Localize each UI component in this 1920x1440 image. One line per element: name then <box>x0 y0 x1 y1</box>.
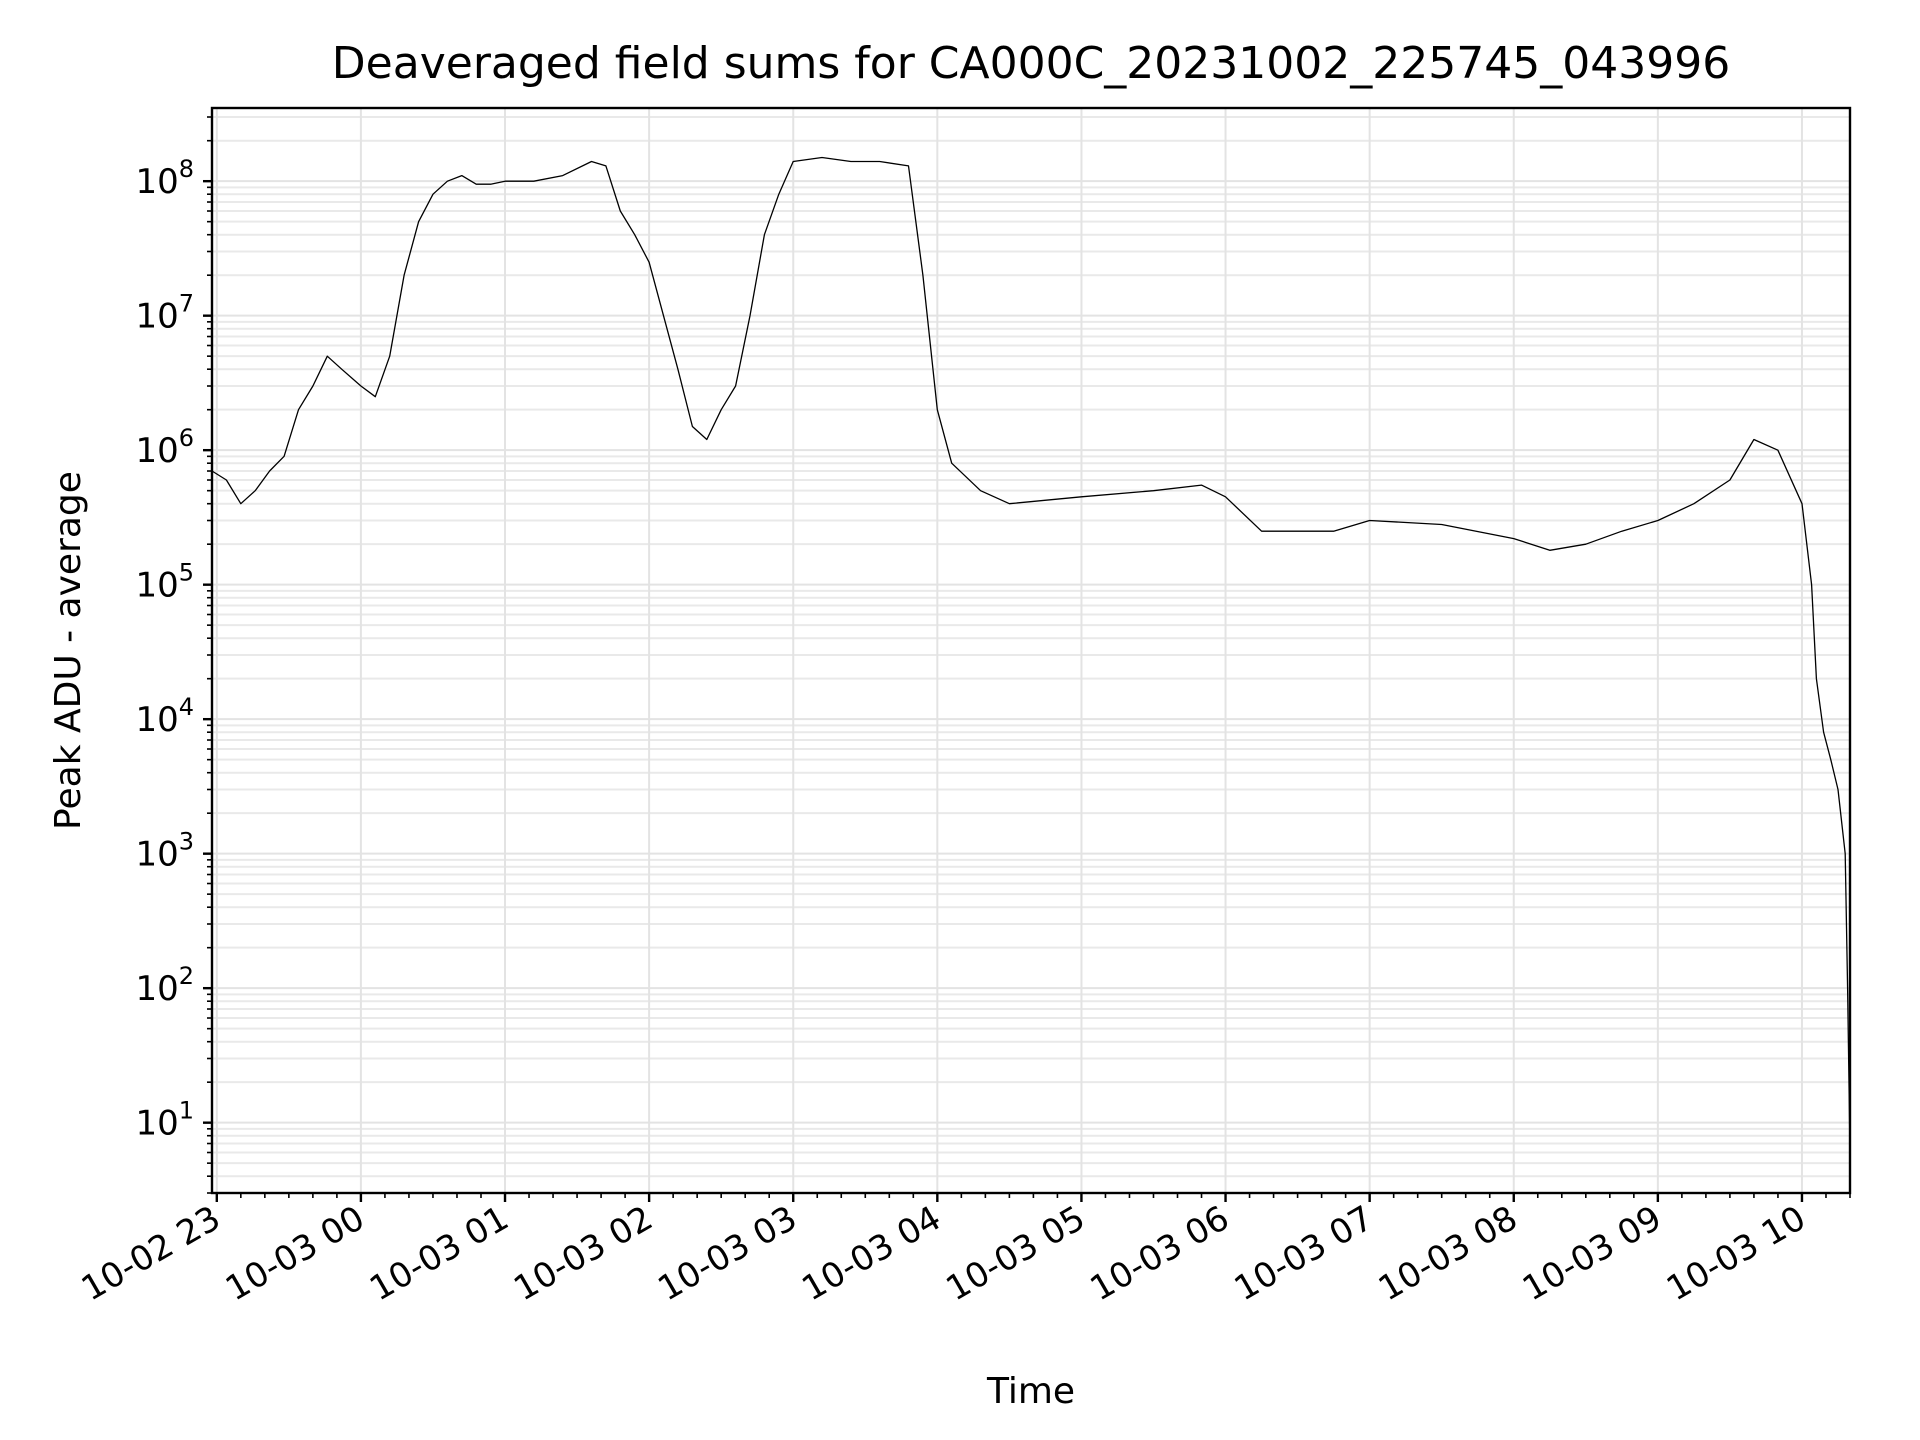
y-tick-label: 104 <box>135 693 194 740</box>
y-tick-base: 10 <box>135 1104 178 1144</box>
y-tick-base: 10 <box>135 162 178 202</box>
y-tick-base: 10 <box>135 431 178 471</box>
y-tick-label: 102 <box>135 962 194 1009</box>
series-layer <box>211 156 1851 1153</box>
chart-title: Deaveraged field sums for CA000C_2023100… <box>332 38 1730 89</box>
data-series-line <box>211 156 1851 1153</box>
y-tick-exponent: 8 <box>179 155 194 183</box>
y-tick-base: 10 <box>135 566 178 606</box>
y-tick-label: 107 <box>135 290 194 337</box>
y-tick-label: 108 <box>135 155 194 202</box>
y-tick-exponent: 4 <box>179 693 194 721</box>
y-tick-label: 105 <box>135 559 194 606</box>
y-tick-label: 101 <box>135 1097 194 1144</box>
y-tick-base: 10 <box>135 969 178 1009</box>
y-tick-exponent: 1 <box>179 1097 194 1125</box>
y-tick-base: 10 <box>135 835 178 875</box>
y-tick-base: 10 <box>135 297 178 337</box>
y-tick-label: 103 <box>135 828 194 875</box>
plot-frame <box>210 106 1852 1195</box>
y-axis-label: Peak ADU - average <box>48 471 89 830</box>
y-tick-exponent: 3 <box>179 828 194 856</box>
y-tick-exponent: 5 <box>179 559 194 587</box>
grid-lines <box>212 108 1850 1194</box>
y-tick-exponent: 2 <box>179 962 194 990</box>
y-tick-exponent: 7 <box>179 290 194 318</box>
y-tick-exponent: 6 <box>179 424 194 452</box>
x-axis-label: Time <box>986 1371 1075 1412</box>
y-tick-base: 10 <box>135 700 178 740</box>
y-tick-label: 106 <box>135 424 194 471</box>
